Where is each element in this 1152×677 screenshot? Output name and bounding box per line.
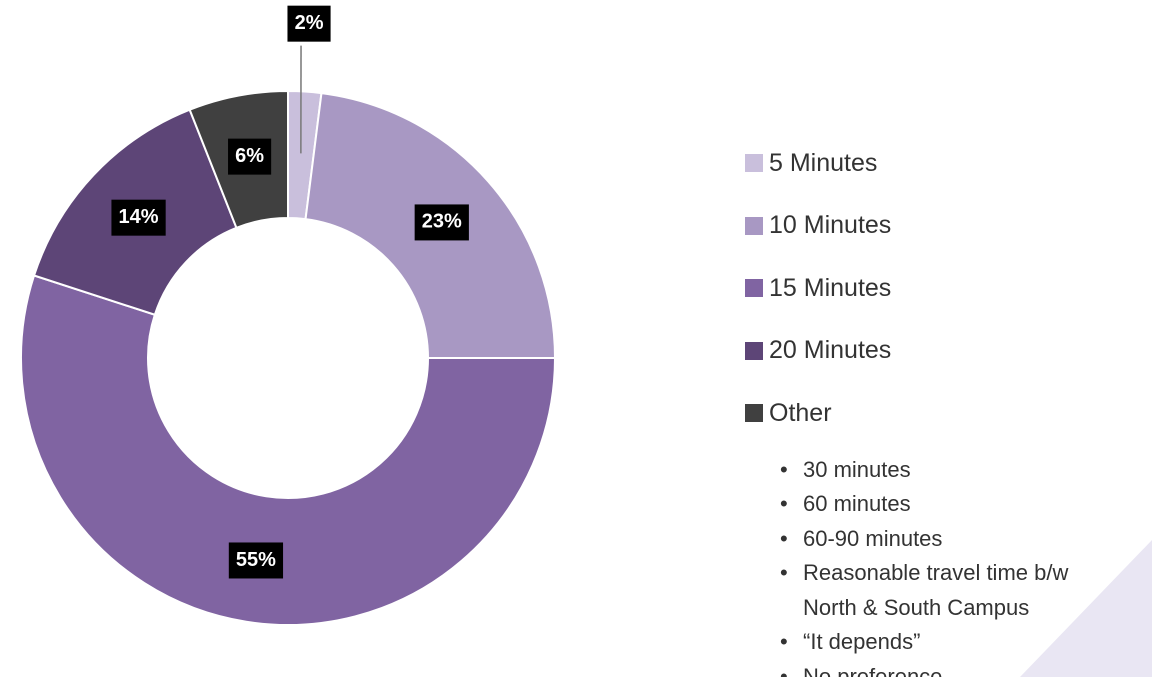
data-label-box [228,138,272,175]
data-label: 6% [228,138,272,175]
annotation: 60-90 minutes [780,522,1120,557]
legend-swatch [745,154,763,173]
donut-slice [20,274,557,626]
legend-label: 15 Minutes [769,273,892,302]
legend-item: 5 Minutes [745,132,1145,195]
legend-item: 20 Minutes [745,320,1145,383]
data-label-text: 14% [119,206,159,228]
data-label: 14% [111,199,166,236]
data-label: 55% [228,542,284,579]
annotation: Reasonable travel time b/w North & South… [780,556,1120,625]
legend-label: 10 Minutes [769,211,892,240]
legend-label: 20 Minutes [769,336,892,365]
data-label-box [111,199,166,236]
data-label-box [414,204,469,241]
data-label-box [287,5,331,42]
annotation: “It depends” [780,625,1120,660]
legend-label: 5 Minutes [769,148,878,177]
legend: 5 Minutes 10 Minutes 15 Minutes 20 Minutes O… [745,132,1145,677]
annotation: 60 minutes [780,487,1120,522]
legend-item: 15 Minutes [745,257,1145,320]
data-label-text: 55% [236,549,276,571]
data-label-box [228,542,284,579]
annotation: No preference [780,660,1120,677]
annotation-list: 30 minutes60 minutes60-90 minutesReasona… [745,453,1120,677]
data-label-text: 23% [422,211,462,233]
legend-label: Other [769,398,832,427]
legend-swatch [745,341,763,360]
legend-swatch [745,404,763,423]
legend-swatch [745,216,763,235]
data-label-text: 2% [295,12,324,34]
data-label: 23% [414,204,469,241]
data-label: 2% [287,5,331,42]
annotation: 30 minutes [780,453,1120,488]
legend-item: Other [745,382,1145,445]
data-label-text: 6% [235,145,264,167]
legend-item: 10 Minutes [745,195,1145,258]
legend-swatch [745,279,763,298]
